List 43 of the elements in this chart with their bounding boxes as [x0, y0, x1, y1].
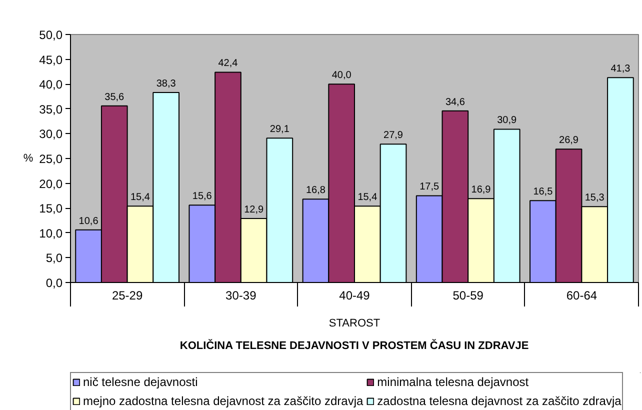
data-label: 42,4 [218, 58, 238, 70]
data-label: 15,3 [584, 192, 605, 204]
legend-label: nič telesne dejavnosti [83, 374, 198, 390]
x-tick-label: 60-64 [566, 288, 598, 302]
data-label: 29,1 [270, 124, 290, 136]
data-label: 40,0 [332, 70, 352, 82]
y-axis-title: % [23, 152, 34, 164]
text: KOLIČINA TELESNE DEJAVNOSTI V PROSTEM ČASU IN ZDRAVJE [180, 339, 529, 352]
y-tick-label: 40,0 [39, 78, 63, 92]
data-label: 34,6 [445, 96, 466, 108]
data-label: 10,6 [78, 216, 99, 227]
y-tick-label: 5,0 [46, 251, 63, 266]
data-label: 15,6 [192, 191, 212, 202]
x-tick-label: 50-59 [452, 288, 484, 302]
data-label: 35,6 [104, 92, 125, 103]
data-label: 16,8 [306, 185, 326, 196]
x-axis-title: STAROST [328, 318, 380, 330]
y-tick-label: 10,0 [39, 226, 63, 240]
legend-label: minimalna telesna dejavnost [377, 374, 529, 390]
data-label: 38,3 [156, 78, 176, 90]
y-tick-label: 15,0 [39, 202, 63, 216]
y-tick-label: 0,0 [46, 276, 63, 290]
y-tick-label: 50,0 [39, 28, 63, 42]
data-label: 15,4 [358, 192, 378, 204]
y-tick-label: 45,0 [39, 52, 63, 67]
data-label: 27,9 [384, 130, 404, 142]
x-tick-label: 30-39 [226, 288, 257, 302]
data-label: 17,5 [420, 182, 440, 193]
x-tick-label: 25-29 [112, 288, 143, 302]
y-tick-label: 20,0 [39, 176, 63, 191]
data-label: 16,5 [533, 186, 554, 198]
data-label: 16,9 [471, 184, 492, 196]
data-label: 26,9 [559, 135, 579, 146]
legend-label: zadostna telesna dejavnost za zaščito zdravja [377, 393, 622, 409]
x-tick-label: 40-49 [339, 288, 370, 302]
data-label: 30,9 [497, 115, 518, 126]
legend-label: mejno zadostna telesna dejavnost za zaščito zdravja [83, 393, 364, 409]
data-label: 15,4 [130, 192, 150, 204]
y-tick-label: 30,0 [39, 127, 63, 142]
y-tick-label: 25,0 [39, 152, 63, 166]
data-label: 41,3 [610, 64, 631, 75]
data-label: 12,9 [244, 204, 264, 216]
y-tick-label: 35,0 [39, 102, 63, 116]
